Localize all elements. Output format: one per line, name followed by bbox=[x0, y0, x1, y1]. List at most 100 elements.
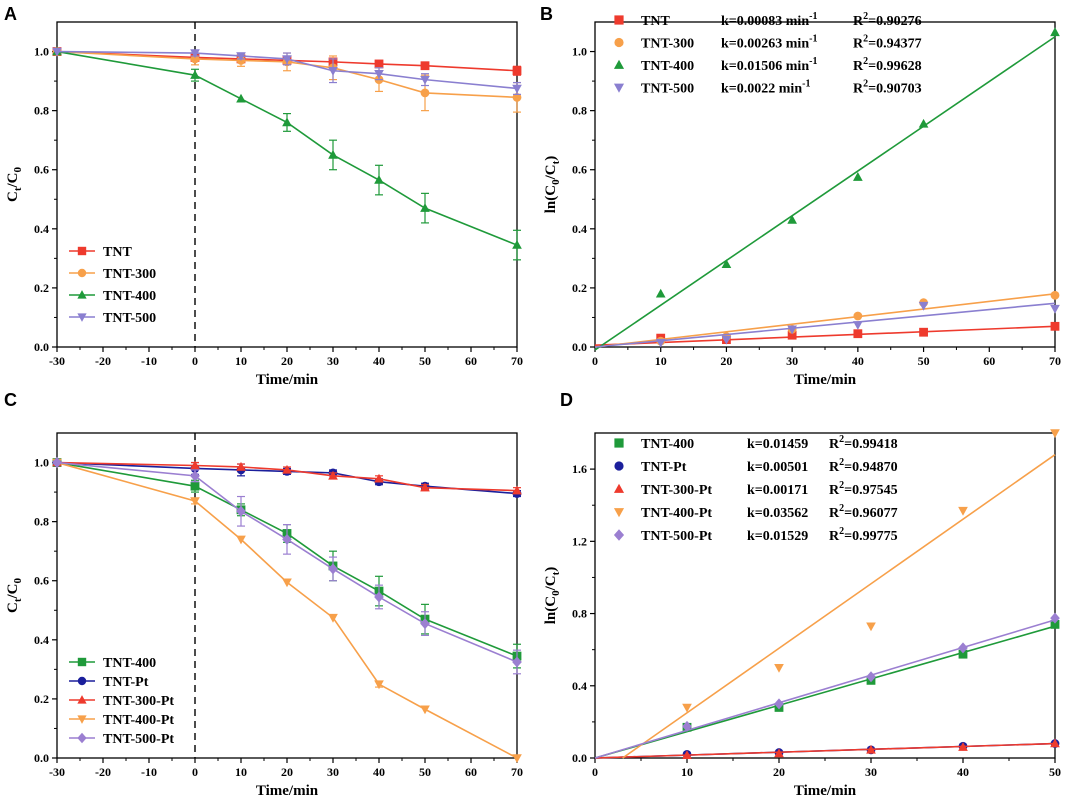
data-point bbox=[918, 118, 929, 128]
data-point bbox=[420, 61, 430, 71]
data-point bbox=[774, 698, 784, 710]
series-tnt-400 bbox=[52, 458, 522, 669]
legend-label: TNT-500 bbox=[641, 82, 694, 97]
data-point bbox=[682, 750, 692, 760]
x-tick-label: -10 bbox=[141, 765, 157, 779]
data-point bbox=[190, 54, 200, 64]
legend-label: TNT bbox=[103, 245, 132, 260]
data-point bbox=[721, 259, 732, 269]
data-point bbox=[512, 66, 522, 76]
legend-marker bbox=[77, 676, 87, 686]
data-point bbox=[420, 618, 430, 630]
series-line bbox=[56, 50, 518, 72]
legend-item: TNT bbox=[69, 245, 132, 260]
data-point bbox=[721, 335, 732, 345]
data-point bbox=[787, 325, 797, 335]
x-tick-label: 30 bbox=[865, 765, 877, 779]
x-tick-label: 0 bbox=[192, 354, 198, 368]
x-tick-label: -20 bbox=[95, 354, 111, 368]
data-point bbox=[958, 506, 968, 516]
data-point bbox=[512, 84, 522, 94]
data-point bbox=[282, 55, 292, 64]
series-line bbox=[56, 50, 518, 90]
legend-r2-value: R2=0.94377 bbox=[853, 34, 922, 52]
legend-r2-value: R2=0.97545 bbox=[829, 480, 898, 498]
y-tick-label: 0.0 bbox=[34, 751, 49, 765]
series-line bbox=[56, 461, 518, 759]
series-tnt-500-pt bbox=[52, 457, 522, 675]
legend-marker bbox=[614, 37, 624, 48]
x-tick-label: 70 bbox=[511, 765, 523, 779]
x-tick-label: 40 bbox=[957, 765, 969, 779]
x-tick-label: 40 bbox=[373, 765, 385, 779]
data-point bbox=[958, 742, 968, 751]
x-tick-label: 0 bbox=[592, 354, 598, 368]
data-point bbox=[655, 288, 666, 298]
legend-label: TNT-Pt bbox=[641, 460, 687, 475]
data-point bbox=[420, 88, 430, 98]
legend-label: TNT bbox=[641, 14, 670, 29]
panel-letter: D bbox=[560, 390, 573, 410]
legend-r2-value: R2=0.99628 bbox=[853, 56, 922, 74]
x-tick-label: -30 bbox=[49, 354, 65, 368]
legend-label: TNT-Pt bbox=[103, 675, 149, 690]
fit-line bbox=[594, 742, 1056, 759]
legend-marker bbox=[613, 529, 625, 541]
legend-marker bbox=[77, 268, 87, 278]
legend-item: TNT-400 k=0.01459 R2=0.99418 bbox=[614, 434, 898, 452]
legend-label: TNT-300-Pt bbox=[103, 694, 174, 709]
data-point bbox=[374, 473, 384, 483]
x-tick-label: -20 bbox=[95, 765, 111, 779]
data-point bbox=[374, 591, 384, 603]
legend-marker bbox=[77, 657, 87, 667]
legend-k-value: k=0.01506 min-1 bbox=[721, 56, 817, 74]
x-tick-label: 50 bbox=[419, 765, 431, 779]
legend-k-value: k=0.00501 bbox=[747, 460, 808, 475]
y-tick-label: 0.6 bbox=[572, 163, 587, 177]
legend-k-value: k=0.01529 bbox=[747, 529, 808, 544]
y-tick-label: 0.2 bbox=[572, 281, 587, 295]
legend-item: TNT-400 bbox=[69, 289, 156, 304]
data-point bbox=[282, 117, 292, 127]
series-tnt-500 bbox=[594, 301, 1060, 348]
legend-k-value: k=0.0022 min-1 bbox=[721, 79, 810, 97]
panel-letter: C bbox=[4, 390, 17, 410]
legend-marker bbox=[77, 246, 87, 256]
data-point bbox=[236, 535, 246, 545]
data-point bbox=[512, 92, 522, 102]
data-point bbox=[236, 505, 246, 517]
panel-letter: B bbox=[540, 4, 553, 24]
y-tick-label: 1.2 bbox=[572, 534, 587, 548]
data-point bbox=[866, 744, 876, 754]
plot-frame bbox=[594, 432, 1056, 759]
data-point bbox=[919, 327, 928, 337]
legend-label: TNT-500 bbox=[103, 311, 156, 326]
data-point bbox=[853, 172, 863, 181]
legend-k-value: k=0.00083 min-1 bbox=[721, 11, 817, 29]
fit-line bbox=[622, 454, 1056, 759]
y-tick-label: 0.4 bbox=[34, 633, 49, 647]
legend-k-value: k=0.03562 bbox=[747, 506, 808, 521]
legend-item: TNT-500 k=0.0022 min-1 R2=0.90703 bbox=[613, 79, 922, 97]
x-tick-label: 0 bbox=[592, 765, 598, 779]
data-point bbox=[853, 311, 863, 321]
legend-item: TNT-500-Pt bbox=[69, 732, 174, 747]
data-point bbox=[328, 613, 338, 623]
x-tick-label: 10 bbox=[235, 765, 247, 779]
legend-k-value: k=0.00171 bbox=[747, 483, 808, 498]
data-point bbox=[682, 703, 692, 713]
panel-c: C -30 -20 -10 0 10 20 30 40 50 60 70 0.0 0.2 0.4 0.6 0.8… bbox=[4, 390, 523, 799]
legend-marker bbox=[614, 461, 624, 471]
legend-r2-value: R2=0.99418 bbox=[829, 434, 898, 452]
x-tick-label: 30 bbox=[327, 765, 339, 779]
legend-r2-value: R2=0.94870 bbox=[829, 457, 898, 475]
y-tick-label: 0.8 bbox=[34, 515, 49, 529]
x-tick-label: 40 bbox=[852, 354, 864, 368]
data-point bbox=[958, 649, 968, 659]
series-line bbox=[56, 461, 518, 657]
y-axis-title: Ct/C0 bbox=[5, 577, 24, 613]
y-tick-label: 0.2 bbox=[34, 281, 49, 295]
legend-marker bbox=[613, 83, 625, 93]
legend-marker bbox=[614, 438, 624, 448]
